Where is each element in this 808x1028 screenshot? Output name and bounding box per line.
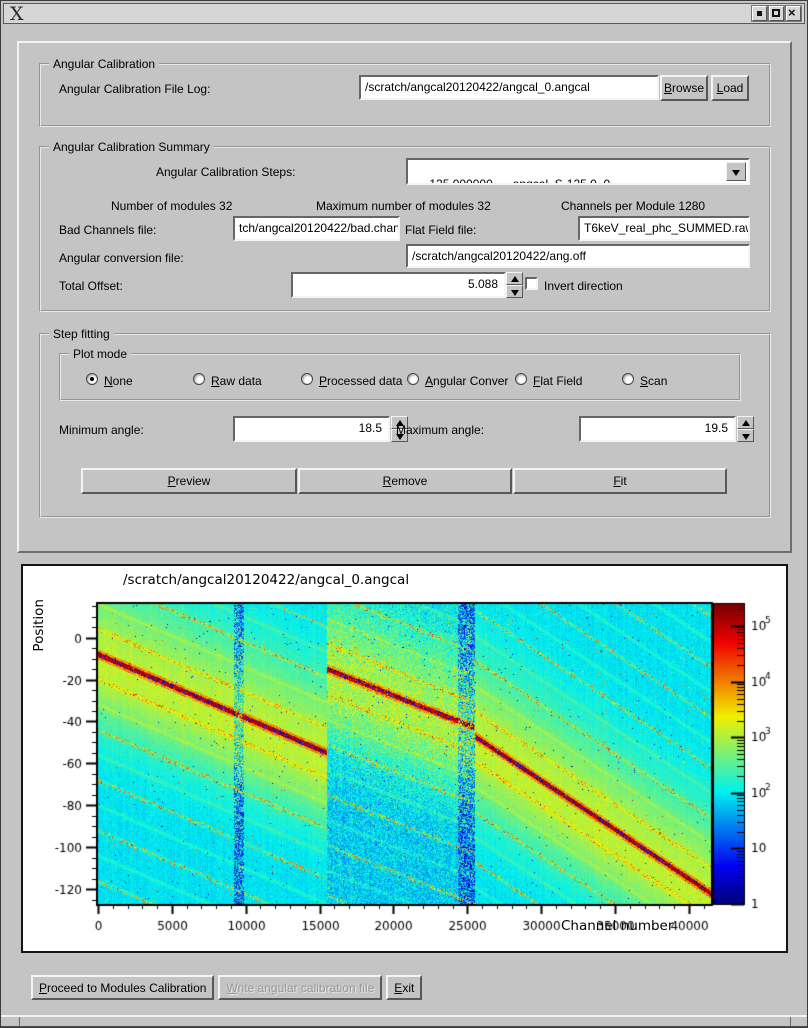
steps-combobox-value: -125.000000 angcal_S-125.0_0 xyxy=(425,177,610,185)
footer-button-row: Proceed to Modules Calibration Write ang… xyxy=(31,975,422,1000)
plot-panel: /scratch/angcal20120422/angcal_0.angcal … xyxy=(21,564,788,953)
calibration-heatmap-canvas xyxy=(23,566,786,951)
plot-y-axis-label: Position xyxy=(31,599,47,652)
proceed-button-label: Proceed to Modules Calibration xyxy=(39,981,206,995)
flat-field-input[interactable]: T6keV_real_phc_SUMMED.raw xyxy=(578,216,750,241)
plot-x-axis-label: Channel number xyxy=(561,918,673,934)
num-modules-text: Number of modules 32 xyxy=(111,199,232,213)
channels-per-module-text: Channels per Module 1280 xyxy=(561,199,705,213)
down-triangle-icon xyxy=(732,170,740,176)
resize-corner-notch xyxy=(790,1017,791,1026)
plot-title: /scratch/angcal20120422/angcal_0.angcal xyxy=(123,572,409,588)
bad-channels-input[interactable]: tch/angcal20120422/bad.chan xyxy=(233,216,400,241)
file-log-input[interactable]: /scratch/angcal20120422/angcal_0.angcal xyxy=(359,75,659,100)
invert-direction-checkbox[interactable] xyxy=(525,277,538,290)
step-fitting-legend: Step fitting xyxy=(49,327,114,341)
radio-flat-field[interactable] xyxy=(515,373,527,385)
fit-button[interactable]: Fit xyxy=(513,468,727,494)
spin-up-icon[interactable] xyxy=(737,416,754,429)
max-modules-text: Maximum number of modules 32 xyxy=(316,199,491,213)
flat-field-label: Flat Field file: xyxy=(405,223,476,237)
close-button[interactable]: × xyxy=(786,6,801,21)
maximize-icon xyxy=(772,9,780,17)
load-button[interactable]: Load xyxy=(711,75,749,101)
maximize-button[interactable] xyxy=(769,6,784,21)
spin-down-icon[interactable] xyxy=(506,285,523,298)
preview-button-label: Preview xyxy=(168,474,211,488)
file-log-label: Angular Calibration File Log: xyxy=(59,82,210,96)
maximum-angle-label: Maximum angle: xyxy=(396,423,484,437)
minimum-angle-label: Minimum angle: xyxy=(59,423,144,437)
exit-button-label: Exit xyxy=(394,981,414,995)
radio-scan-label: Scan xyxy=(640,374,667,388)
x11-app-icon: X xyxy=(10,5,24,23)
radio-none-label: None xyxy=(104,374,133,388)
browse-button-label: Browse xyxy=(664,81,704,95)
radio-none[interactable] xyxy=(86,373,98,385)
dropdown-arrow-icon[interactable] xyxy=(726,162,746,181)
fit-button-label: Fit xyxy=(613,474,626,488)
close-icon: × xyxy=(788,5,796,20)
minimum-angle-input[interactable]: 18.5 xyxy=(233,416,390,442)
remove-button-label: Remove xyxy=(383,474,428,488)
summary-legend: Angular Calibration Summary xyxy=(49,140,214,154)
resize-corner-notch xyxy=(19,1017,20,1026)
spin-down-icon[interactable] xyxy=(737,429,754,442)
preview-button[interactable]: Preview xyxy=(81,468,297,494)
minimize-button[interactable] xyxy=(752,6,767,21)
window-resize-bar[interactable] xyxy=(1,1015,808,1028)
radio-angular-conversion-label: Angular Conver xyxy=(425,374,508,388)
browse-button[interactable]: Browse xyxy=(660,75,708,101)
radio-raw-data[interactable] xyxy=(193,373,205,385)
maximum-angle-spinner xyxy=(737,416,754,442)
minimize-icon xyxy=(757,11,762,16)
total-offset-label: Total Offset: xyxy=(59,279,123,293)
maximum-angle-input[interactable]: 19.5 xyxy=(579,416,736,442)
radio-scan[interactable] xyxy=(622,373,634,385)
steps-combobox[interactable]: -125.000000 angcal_S-125.0_0 xyxy=(406,158,750,185)
invert-direction-label: Invert direction xyxy=(544,279,623,293)
angular-conversion-input[interactable]: /scratch/angcal20120422/ang.off xyxy=(406,244,750,268)
spin-up-icon[interactable] xyxy=(506,272,523,285)
app-window: X × Angular Calibration Angular Calibrat… xyxy=(0,0,808,1028)
radio-processed-data[interactable] xyxy=(301,373,313,385)
total-offset-spinner xyxy=(506,272,523,298)
exit-button[interactable]: Exit xyxy=(386,975,422,1000)
bad-channels-label: Bad Channels file: xyxy=(59,223,156,237)
write-angular-calibration-file-button[interactable]: Write angular calibration file xyxy=(218,975,382,1000)
radio-angular-conversion[interactable] xyxy=(407,373,419,385)
radio-raw-data-label: Raw data xyxy=(211,374,262,388)
remove-button[interactable]: Remove xyxy=(298,468,512,494)
write-button-label: Write angular calibration file xyxy=(226,981,374,995)
load-button-label: Load xyxy=(717,81,744,95)
radio-flat-field-label: Flat Field xyxy=(533,374,582,388)
angular-calibration-legend: Angular Calibration xyxy=(49,57,159,71)
steps-label: Angular Calibration Steps: xyxy=(156,165,295,179)
proceed-to-modules-calibration-button[interactable]: Proceed to Modules Calibration xyxy=(31,975,214,1000)
radio-processed-data-label: Processed data xyxy=(319,374,402,388)
angular-conversion-label: Angular conversion file: xyxy=(59,251,184,265)
plot-mode-legend: Plot mode xyxy=(69,347,131,361)
total-offset-input[interactable]: 5.088 xyxy=(291,272,506,298)
titlebar[interactable]: X × xyxy=(3,3,805,24)
